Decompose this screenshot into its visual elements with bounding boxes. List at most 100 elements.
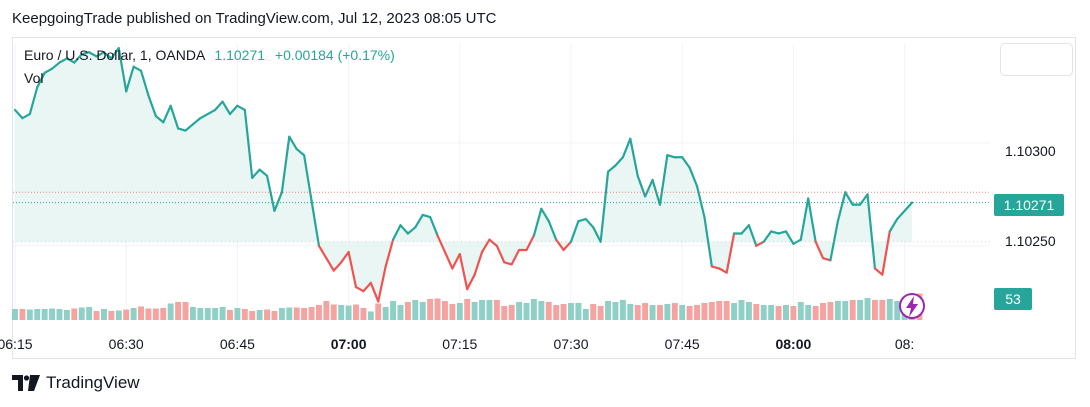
volume-bar	[100, 309, 107, 320]
volume-bar	[19, 309, 26, 320]
price-segment	[429, 215, 439, 237]
volume-bar	[612, 302, 619, 320]
volume-bar	[464, 299, 471, 320]
current-volume-tag: 53	[994, 288, 1032, 310]
price-segment	[21, 112, 31, 120]
price-segment	[569, 220, 580, 243]
volume-bar	[886, 299, 893, 320]
volume-bar	[434, 298, 441, 320]
volume-bar	[479, 300, 485, 320]
volume-bar	[189, 307, 196, 320]
price-segment	[859, 193, 869, 206]
price-segment	[362, 281, 372, 293]
volume-bar	[271, 311, 278, 320]
volume-bar	[849, 300, 856, 320]
price-segment	[88, 51, 98, 58]
price-segment	[510, 248, 521, 266]
volume-bar	[442, 301, 448, 320]
price-scale-box[interactable]	[1000, 43, 1073, 76]
price-segment	[681, 156, 691, 169]
volume-bar	[834, 301, 841, 320]
price-segment	[295, 147, 306, 157]
chart-legend: Euro / U.S. Dollar, 1, OANDA 1.10271 +0.…	[24, 47, 395, 63]
volume-bar	[871, 300, 878, 320]
price-segment	[139, 69, 150, 97]
reference-lines	[13, 191, 990, 243]
volume-bar	[820, 303, 827, 320]
price-segment	[532, 207, 543, 237]
price-segment	[310, 199, 321, 247]
volume-bar	[323, 301, 330, 320]
symbol-name[interactable]: Euro / U.S. Dollar, 1, OANDA	[24, 47, 205, 63]
price-segment	[658, 154, 669, 206]
price-segment	[718, 267, 728, 274]
price-segment	[614, 156, 624, 167]
volume-bar	[71, 308, 78, 320]
volume-bar	[575, 303, 582, 320]
volume-bar	[671, 303, 678, 320]
volume-bar	[708, 302, 715, 320]
price-segment	[762, 230, 773, 243]
volume-label: Vol	[24, 70, 44, 86]
price-segment	[65, 57, 76, 64]
price-segment	[740, 224, 751, 235]
tradingview-logo-icon	[12, 375, 40, 391]
volume-bar	[330, 304, 337, 320]
volume-bar	[523, 303, 530, 320]
price-segment	[399, 224, 410, 235]
volume-bar	[152, 308, 159, 320]
volume-bar	[805, 305, 812, 320]
price-segment	[651, 178, 662, 206]
price-segment	[169, 104, 180, 130]
price-segment	[414, 213, 424, 229]
volume-bar	[716, 301, 723, 320]
volume-bar	[619, 300, 626, 320]
x-tick-label: 06:45	[220, 336, 255, 352]
price-segment	[317, 244, 328, 260]
price-segment	[873, 267, 884, 276]
price-segment	[176, 127, 187, 132]
volume-bar	[227, 310, 233, 320]
price-segment	[125, 65, 135, 93]
x-tick-label: 08:	[895, 336, 914, 352]
price-line	[13, 47, 914, 303]
price-segment	[903, 201, 914, 212]
volume-bar	[404, 302, 411, 320]
volume-bar	[86, 307, 93, 320]
x-tick-label: 07:00	[331, 336, 367, 352]
price-segment	[251, 168, 261, 179]
price-segment	[896, 209, 906, 221]
volume-bar	[723, 301, 730, 320]
price-segment	[265, 174, 276, 212]
price-segment	[303, 154, 313, 202]
volume-bar	[553, 305, 560, 320]
price-segment	[391, 224, 402, 241]
volume-bar	[41, 309, 48, 320]
volume-bar	[449, 304, 456, 320]
price-segment	[710, 265, 721, 270]
price-segment	[725, 232, 736, 274]
volume-bar	[812, 306, 819, 320]
volume-bar	[753, 304, 760, 320]
x-tick-label: 06:15	[0, 336, 33, 352]
volume-bar	[560, 304, 567, 320]
volume-bar	[775, 306, 782, 320]
price-segment	[770, 230, 780, 235]
volume-bar	[790, 306, 797, 320]
volume-bar	[745, 302, 752, 320]
price-segment	[443, 250, 454, 270]
volume-bar	[278, 308, 285, 320]
volume-bar	[360, 308, 367, 320]
x-tick-label: 07:30	[553, 336, 588, 352]
lightning-icon[interactable]	[899, 293, 925, 319]
volume-bar	[486, 300, 493, 320]
volume-bar	[212, 308, 219, 320]
price-segment	[888, 217, 899, 233]
price-change: +0.00184 (+0.17%)	[274, 47, 395, 63]
volume-bar	[894, 301, 901, 320]
volume-bar	[568, 303, 574, 320]
price-segment	[43, 67, 54, 74]
price-segment	[821, 257, 832, 262]
price-segment	[377, 265, 387, 303]
